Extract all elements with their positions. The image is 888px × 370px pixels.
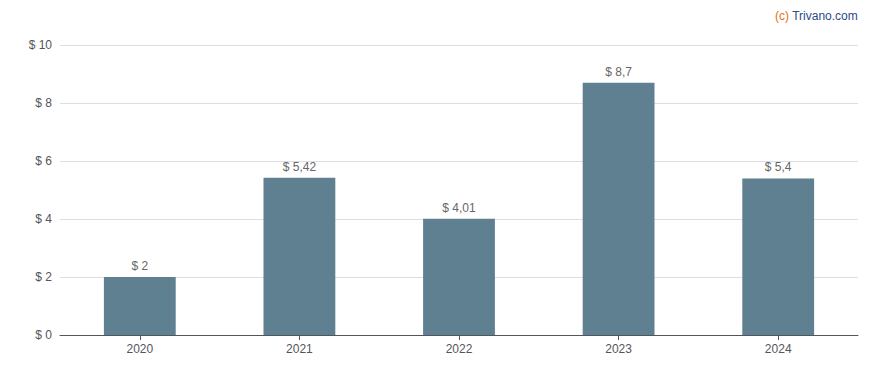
svg-text:(c): (c) (775, 9, 789, 23)
svg-text:$ 5,4: $ 5,4 (765, 160, 792, 174)
svg-text:$ 8: $ 8 (35, 96, 52, 110)
svg-text:2024: 2024 (765, 342, 792, 356)
svg-text:$ 5,42: $ 5,42 (283, 160, 317, 174)
svg-text:$ 4,01: $ 4,01 (442, 201, 476, 215)
svg-text:$ 0: $ 0 (35, 328, 52, 342)
svg-text:$ 2: $ 2 (131, 259, 148, 273)
svg-text:2020: 2020 (126, 342, 153, 356)
svg-text:$ 8,7: $ 8,7 (605, 65, 632, 79)
svg-text:Trivano.com: Trivano.com (789, 9, 858, 23)
svg-text:2021: 2021 (286, 342, 313, 356)
svg-text:$ 4: $ 4 (35, 212, 52, 226)
svg-text:$ 10: $ 10 (29, 38, 53, 52)
svg-text:2022: 2022 (446, 342, 473, 356)
svg-text:2023: 2023 (605, 342, 632, 356)
svg-text:$ 6: $ 6 (35, 154, 52, 168)
svg-text:$ 2: $ 2 (35, 270, 52, 284)
